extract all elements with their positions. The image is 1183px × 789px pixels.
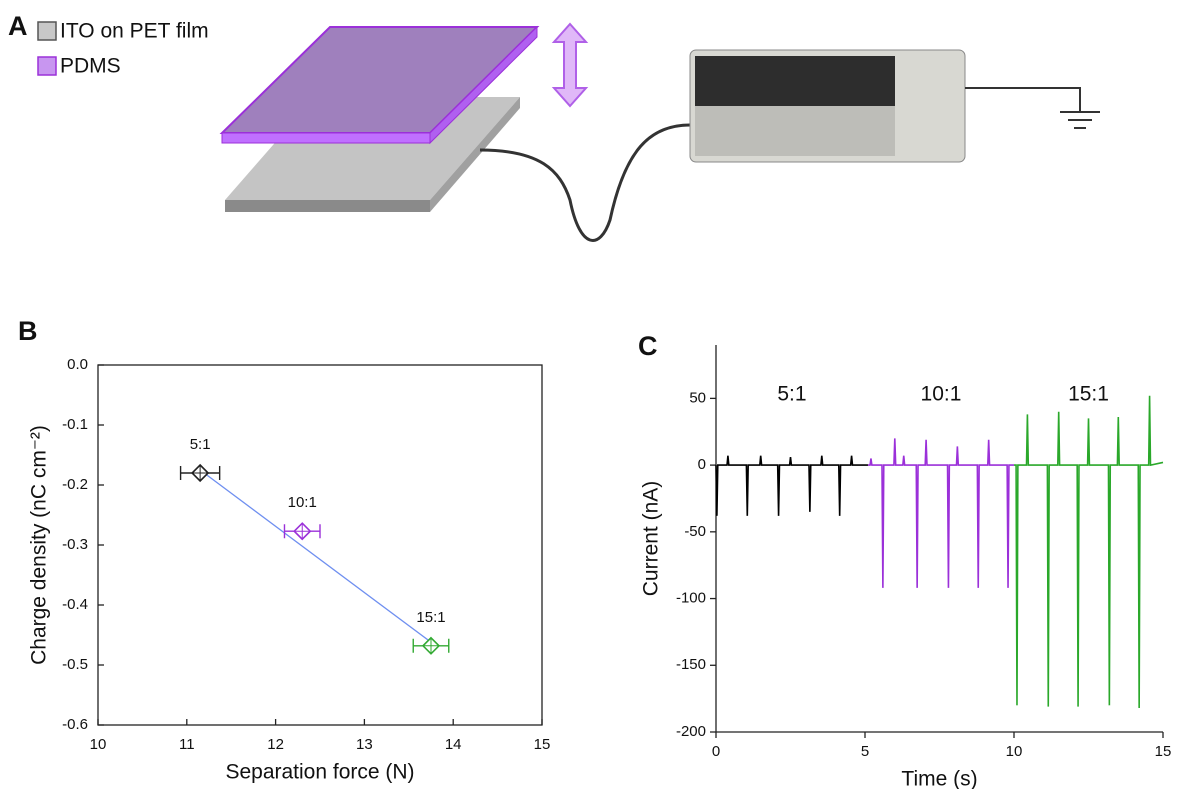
y-tick-label: -100 bbox=[676, 590, 706, 607]
panel-label: B bbox=[18, 316, 38, 346]
y-tick-label: 0.0 bbox=[67, 356, 88, 373]
x-tick-label: 10 bbox=[1006, 743, 1023, 760]
schematic bbox=[219, 22, 1100, 242]
ito-edge bbox=[430, 97, 520, 212]
x-axis-label: Separation force (N) bbox=[225, 761, 414, 784]
y-tick-label: 50 bbox=[689, 389, 706, 406]
y-tick-label: -200 bbox=[676, 723, 706, 740]
x-tick-label: 5 bbox=[861, 743, 869, 760]
x-tick-label: 10 bbox=[90, 736, 107, 753]
point-label: 5:1 bbox=[190, 436, 211, 453]
x-axis-label: Time (s) bbox=[901, 768, 977, 789]
series-label: 15:1 bbox=[1068, 383, 1109, 406]
x-tick-label: 11 bbox=[179, 736, 195, 753]
series-label: 5:1 bbox=[777, 383, 806, 406]
axes-frame bbox=[97, 364, 543, 726]
panel-label: C bbox=[638, 331, 658, 361]
legend-text: PDMS bbox=[60, 55, 121, 78]
point-cross bbox=[294, 523, 311, 540]
y-tick-label: -0.6 bbox=[62, 716, 88, 733]
x-tick-label: 0 bbox=[712, 743, 720, 760]
y-tick-label: -150 bbox=[676, 656, 706, 673]
point-label: 15:1 bbox=[416, 609, 445, 626]
x-tick-label: 13 bbox=[356, 736, 373, 753]
legend-swatch bbox=[37, 56, 57, 76]
pdms-edge bbox=[221, 132, 431, 144]
pdms-edge bbox=[429, 25, 538, 145]
point-cross bbox=[423, 637, 439, 654]
y-tick-label: 0 bbox=[698, 456, 706, 473]
point-cross bbox=[192, 465, 209, 481]
fit-line bbox=[199, 469, 432, 643]
electrometer-panel bbox=[695, 106, 895, 156]
ground bbox=[965, 87, 1100, 129]
ito-edge bbox=[225, 200, 430, 212]
x-tick-label: 15 bbox=[1155, 743, 1172, 760]
legend-text: ITO on PET film bbox=[60, 20, 209, 43]
point-label: 10:1 bbox=[288, 494, 317, 511]
y-tick-label: -0.3 bbox=[62, 536, 88, 553]
x-tick-label: 15 bbox=[534, 736, 551, 753]
y-tick-label: -0.2 bbox=[62, 476, 88, 493]
y-axis-label: Charge density (nC cm⁻²) bbox=[28, 425, 51, 665]
y-tick-label: -0.4 bbox=[62, 596, 88, 613]
cable bbox=[479, 123, 691, 242]
y-tick-label: -0.1 bbox=[62, 416, 88, 433]
series-label: 10:1 bbox=[921, 383, 962, 406]
line bbox=[867, 438, 1014, 588]
y-tick-label: -0.5 bbox=[62, 656, 88, 673]
panel-label: A bbox=[8, 11, 28, 41]
motion-arrow bbox=[551, 22, 589, 108]
electrometer-display bbox=[695, 56, 895, 106]
line bbox=[1014, 395, 1164, 708]
x-tick-label: 12 bbox=[267, 736, 284, 753]
line bbox=[715, 455, 868, 516]
legend-swatch bbox=[37, 21, 57, 41]
y-axis-label: Current (nA) bbox=[640, 481, 663, 597]
y-tick-label: -50 bbox=[684, 523, 706, 540]
x-tick-label: 14 bbox=[445, 736, 462, 753]
